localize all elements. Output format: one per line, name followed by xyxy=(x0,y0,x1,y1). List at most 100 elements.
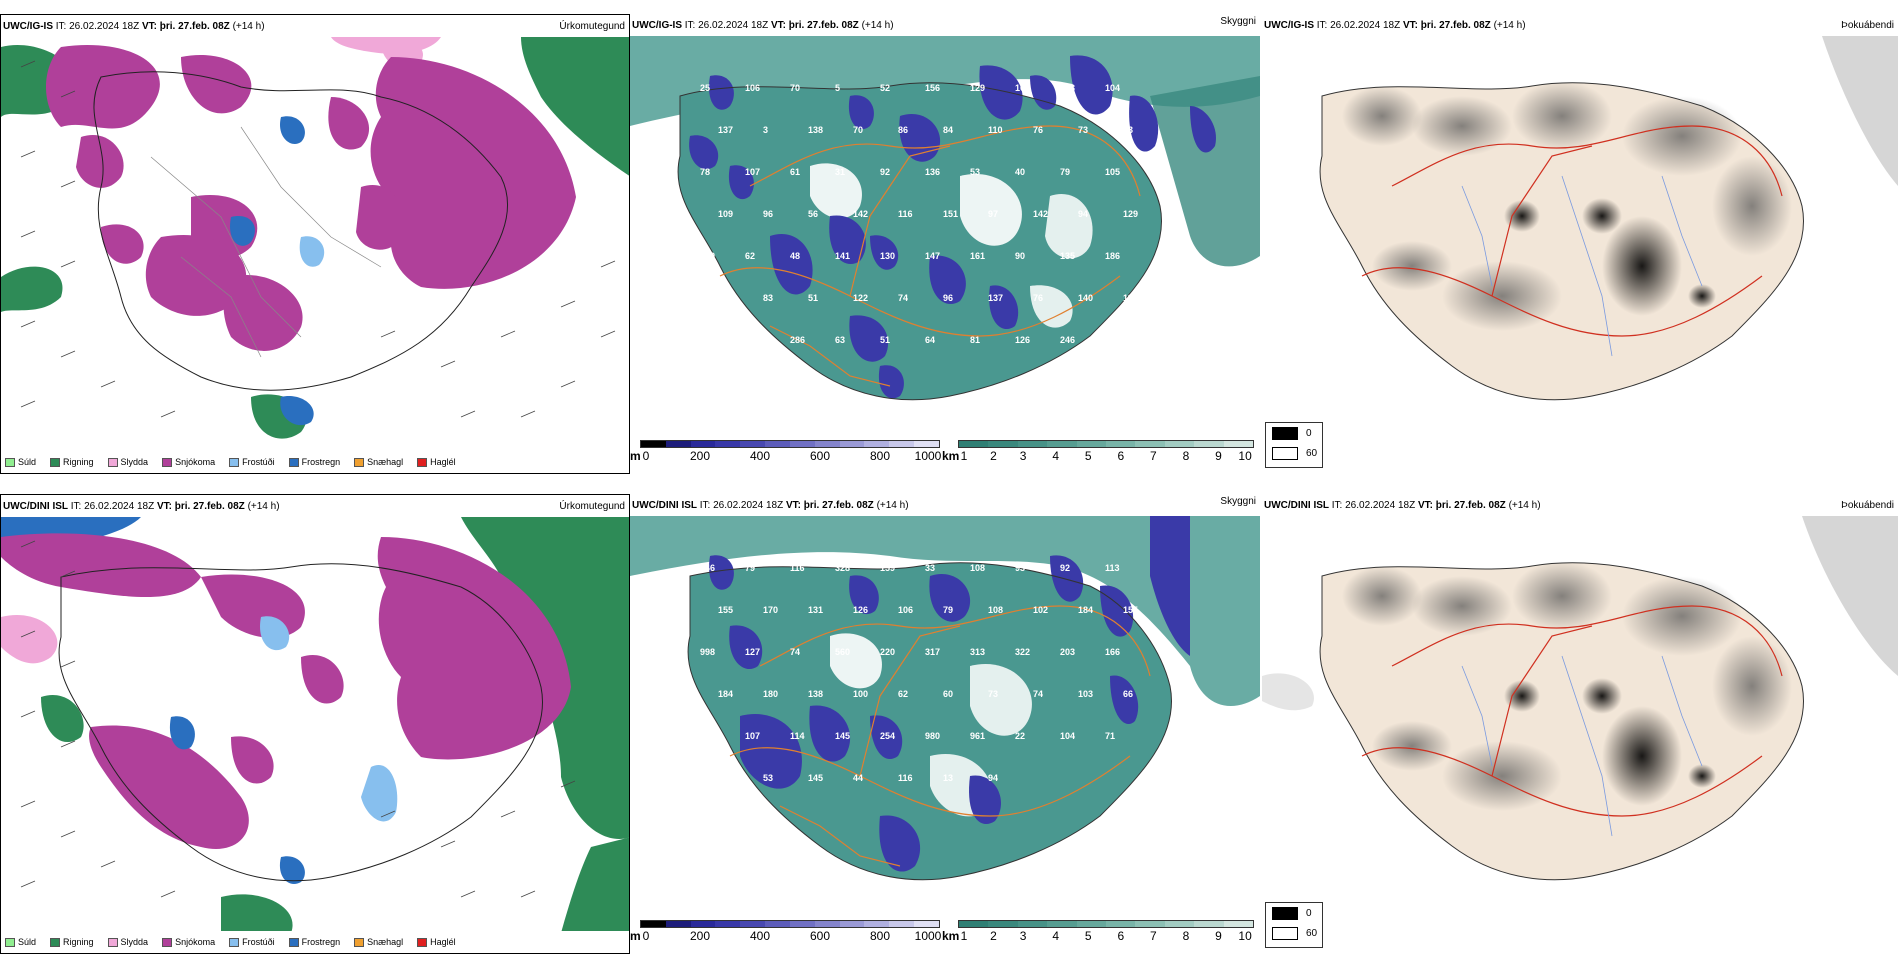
visibility-map-svg: 546 79 116 328 159 33 108 93 92 113 155 170 131 126 10… xyxy=(630,516,1260,881)
panel-title-precip: Úrkomutegund xyxy=(559,21,625,32)
legend-swatch xyxy=(50,937,61,947)
tick: 1 xyxy=(960,449,968,463)
lead-time: (+14 h) xyxy=(1493,20,1526,31)
init-time: 26.02.2024 18Z xyxy=(713,500,784,511)
cloudbase-value-label: 159 xyxy=(880,563,895,573)
cloudbase-value-label: 184 xyxy=(1078,605,1093,615)
legend-swatch xyxy=(288,457,299,467)
cloudbase-value-label: 78 xyxy=(700,167,710,177)
cloudbase-value-label: 145 xyxy=(808,773,823,783)
legend-label: Frostúði xyxy=(242,937,275,947)
valid-time: þri. 27.feb. 08Z xyxy=(803,500,874,511)
cloudbase-value-label: 129 xyxy=(970,83,985,93)
model-name: UWC/IG-IS xyxy=(632,20,682,31)
init-time: 26.02.2024 18Z xyxy=(69,21,140,32)
valid-time: þri. 27.feb. 08Z xyxy=(1420,20,1491,31)
legend-label: Súld xyxy=(18,457,37,467)
vt-label: VT: xyxy=(156,501,172,512)
cloudbase-value-label: 546 xyxy=(700,563,715,573)
cloudbase-value-label: 106 xyxy=(745,83,760,93)
cloudbase-value-label: 138 xyxy=(808,125,823,135)
panel-title-fog: Þokuábendi xyxy=(1841,500,1894,511)
valid-time: þri. 27.feb. 08Z xyxy=(174,501,245,512)
cloudbase-value-label: 25 xyxy=(718,773,728,783)
tick: 2 xyxy=(990,449,997,463)
cloudbase-value-label: 147 xyxy=(925,251,940,261)
cloudbase-value-label: 56 xyxy=(808,209,818,219)
it-label: IT: xyxy=(699,500,711,511)
legend-label: Frostúði xyxy=(242,457,275,467)
tick: 2 xyxy=(990,929,997,943)
legend-swatch xyxy=(162,457,173,467)
legend-item-rain: Rigning xyxy=(50,457,94,467)
legend-item-snow-pellets: Snæhagl xyxy=(354,937,403,947)
vt-label: VT: xyxy=(1417,500,1433,511)
valid-time: þri. 27.feb. 08Z xyxy=(788,20,859,31)
cloudbase-value-label: 86 xyxy=(898,125,908,135)
cloudbase-value-label: 63 xyxy=(835,335,845,345)
cloudbase-value-label: 92 xyxy=(1060,563,1070,573)
legend-item-freezing-rain: Frostregn xyxy=(288,457,341,467)
cloudbase-value-label: 71 xyxy=(1105,731,1115,741)
legend-label: Slydda xyxy=(120,457,149,467)
cloudbase-value-label: 62 xyxy=(745,251,755,261)
legend-label: Frostregn xyxy=(301,457,341,467)
cloudbase-value-label: 141 xyxy=(835,251,850,261)
cloudbase-value-label: 74 xyxy=(1033,689,1043,699)
init-time: 26.02.2024 18Z xyxy=(698,20,769,31)
tick: 1000 xyxy=(914,449,942,463)
tick: 200 xyxy=(689,449,711,463)
legend-label: Rigning xyxy=(63,457,94,467)
cloudbase-unit: m xyxy=(630,929,641,943)
cloudbase-value-label: 106 xyxy=(898,605,913,615)
cloudbase-value-label: 203 xyxy=(1060,647,1075,657)
it-label: IT: xyxy=(70,501,82,512)
cloudbase-value-label: 135 xyxy=(1060,251,1075,261)
fog-legend-value: 60 xyxy=(1306,448,1318,459)
cloudbase-value-label: 76 xyxy=(1033,293,1043,303)
precip-map xyxy=(1,37,629,451)
legend-item-drizzle: Súld xyxy=(5,457,36,467)
visibility-map-svg: 25 106 70 5 52 156 129 105 103 104 137 3 138 70 86 84 11… xyxy=(630,36,1260,401)
valid-time: þri. 27.feb. 08Z xyxy=(159,21,230,32)
cloudbase-value-label: 161 xyxy=(970,251,985,261)
cloudbase-value-label: 156 xyxy=(925,83,940,93)
tick: 400 xyxy=(749,449,771,463)
visibility-map: 25 106 70 5 52 156 129 105 103 104 137 3 138 70 86 84 11… xyxy=(630,36,1260,436)
panel-header: UWC/DINI ISL IT: 26.02.2024 18Z VT: þri.… xyxy=(632,496,1258,514)
legend-item-hail: Haglél xyxy=(417,937,456,947)
panel-title-precip: Úrkomutegund xyxy=(559,501,625,512)
panel-header: UWC/IG-IS IT: 26.02.2024 18Z VT: þri. 27… xyxy=(1264,20,1896,34)
cloudbase-value-label: 51 xyxy=(700,731,710,741)
cloudbase-value-label: 113 xyxy=(1105,563,1120,573)
cloudbase-value-label: 286 xyxy=(790,335,805,345)
cloudbase-value-label: 81 xyxy=(970,335,980,345)
legend-swatch xyxy=(288,937,299,947)
cloudbase-value-label: 22 xyxy=(1015,731,1025,741)
cloudbase-value-label: 103 xyxy=(1060,83,1075,93)
cloudbase-value-label: 51 xyxy=(808,293,818,303)
cloudbase-value-label: 83 xyxy=(763,293,773,303)
cloudbase-value-label: 74 xyxy=(790,647,800,657)
tick: 800 xyxy=(869,929,891,943)
tick: 1000 xyxy=(914,929,942,943)
cloudbase-value-label: 105 xyxy=(1015,83,1030,93)
legend-item-sleet: Slydda xyxy=(107,457,149,467)
cloudbase-value-label: 74 xyxy=(898,293,908,303)
cloudbase-scale: m 0 200 400 600 800 1000 xyxy=(630,440,942,466)
legend-label: Rigning xyxy=(63,937,94,947)
fog-map xyxy=(1262,516,1898,932)
cloudbase-value-label: 126 xyxy=(853,605,868,615)
cloudbase-value-label: 90 xyxy=(1015,251,1025,261)
forecast-row-dini: UWC/DINI ISL IT: 26.02.2024 18Z VT: þri.… xyxy=(0,494,1900,964)
precip-map xyxy=(1,517,629,931)
cloudbase-value-label: 138 xyxy=(808,689,823,699)
cloudbase-value-label: 73 xyxy=(988,689,998,699)
cloudbase-value-label: 60 xyxy=(943,689,953,699)
cloudbase-value-label: 104 xyxy=(1105,83,1120,93)
cloudbase-value-label: 116 xyxy=(1123,293,1138,303)
cloudbase-value-label: 126 xyxy=(1015,335,1030,345)
cloudbase-value-label: 70 xyxy=(853,125,863,135)
legend-label: Slydda xyxy=(120,937,149,947)
cloudbase-value-label: 170 xyxy=(763,605,778,615)
